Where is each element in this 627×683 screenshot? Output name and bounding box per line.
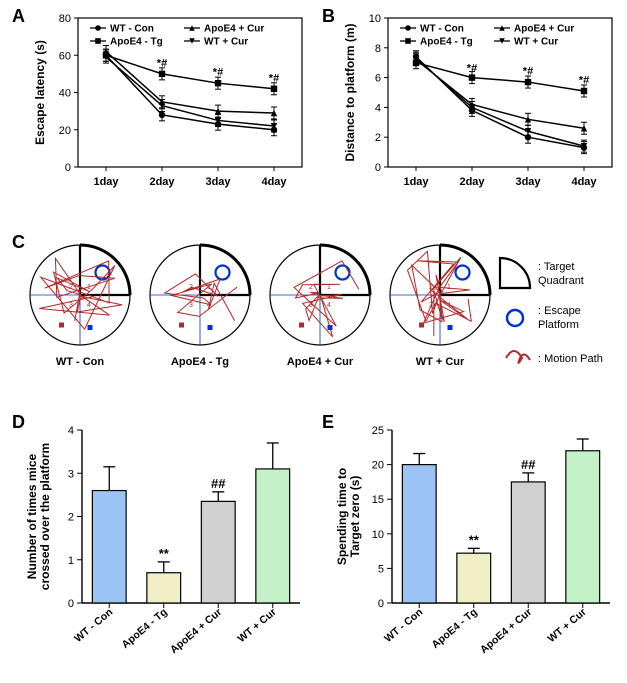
svg-text:0: 0 [375, 162, 381, 174]
panel-d-chart: 0 1 2 3 4 Number of times micecrossed over th… [20, 420, 310, 675]
svg-text:WT - Con: WT - Con [72, 606, 115, 645]
svg-text:WT + Cur: WT + Cur [514, 37, 558, 48]
svg-text:WT - Con: WT - Con [56, 356, 105, 368]
svg-text:*#: *# [579, 75, 589, 87]
panel-a-label: A [12, 6, 25, 27]
svg-text:Distance to platform (m): Distance to platform (m) [343, 23, 357, 161]
svg-text:WT + Cur: WT + Cur [416, 356, 465, 368]
svg-text:4: 4 [68, 425, 74, 437]
svg-text:Quadrant: Quadrant [538, 275, 584, 287]
panel-e-chart: 0 5 10 15 20 25 Spending time toTarget zero (s… [330, 420, 620, 675]
svg-text:Number of times mice: Number of times mice [25, 453, 39, 579]
svg-text:ApoE4 - Tg: ApoE4 - Tg [110, 37, 163, 48]
svg-text:**: ** [469, 532, 480, 547]
svg-text:WT - Con: WT - Con [110, 24, 154, 35]
svg-text:3day: 3day [515, 176, 541, 188]
svg-text:60: 60 [59, 50, 71, 62]
svg-text:ApoE4 - Tg: ApoE4 - Tg [420, 37, 473, 48]
svg-text:0: 0 [65, 162, 71, 174]
svg-text:1: 1 [68, 555, 74, 567]
svg-text:Escape latency (s): Escape latency (s) [33, 40, 47, 145]
svg-text:20: 20 [59, 125, 71, 137]
svg-text:25: 25 [372, 425, 384, 437]
svg-text:Platform: Platform [538, 319, 579, 331]
svg-text:2: 2 [375, 132, 381, 144]
svg-text:4day: 4day [571, 176, 597, 188]
svg-text:10: 10 [369, 13, 381, 25]
svg-text:ApoE4 + Cur: ApoE4 + Cur [204, 24, 264, 35]
svg-text:0: 0 [378, 598, 384, 610]
svg-text:3day: 3day [205, 176, 231, 188]
svg-text:2: 2 [68, 512, 74, 524]
svg-text:10: 10 [372, 529, 384, 541]
svg-text:**: ** [159, 546, 170, 561]
svg-text:1day: 1day [403, 176, 429, 188]
svg-text:15: 15 [372, 494, 384, 506]
svg-text:##: ## [521, 457, 536, 472]
svg-text:WT + Cur: WT + Cur [545, 606, 588, 645]
svg-text:4: 4 [87, 302, 91, 309]
svg-text:WT - Con: WT - Con [382, 606, 425, 645]
svg-text:5: 5 [378, 563, 384, 575]
svg-text:4: 4 [375, 102, 381, 114]
svg-text:WT + Cur: WT + Cur [204, 37, 248, 48]
svg-text:4: 4 [327, 302, 331, 309]
svg-text:8: 8 [375, 43, 381, 55]
svg-text:*#: *# [213, 67, 223, 79]
svg-text:3: 3 [68, 468, 74, 480]
svg-text:Spending time to: Spending time to [335, 468, 349, 565]
panel-c-area: 1234WT - Con1234ApoE4 - Tg1234ApoE4 + Cu… [20, 240, 610, 390]
svg-text:*#: *# [269, 72, 279, 84]
svg-text:Target zero (s): Target zero (s) [348, 476, 362, 558]
svg-text:ApoE4 - Tg: ApoE4 - Tg [430, 606, 480, 651]
svg-text:ApoE4 + Cur: ApoE4 + Cur [168, 606, 224, 656]
svg-text:ApoE4 - Tg: ApoE4 - Tg [120, 606, 170, 651]
svg-text:4day: 4day [261, 176, 287, 188]
svg-text:ApoE4 + Cur: ApoE4 + Cur [478, 606, 534, 656]
svg-text:1day: 1day [93, 176, 119, 188]
svg-text:: Target: : Target [538, 261, 575, 273]
svg-text:1: 1 [327, 284, 331, 291]
svg-text:6: 6 [375, 73, 381, 85]
svg-text:: Motion Path: : Motion Path [538, 353, 603, 365]
svg-text:*#: *# [467, 63, 477, 75]
svg-text:*#: *# [157, 57, 167, 69]
svg-text:2day: 2day [459, 176, 485, 188]
svg-text:0: 0 [68, 598, 74, 610]
svg-text:##: ## [211, 476, 226, 491]
svg-text:40: 40 [59, 88, 71, 100]
panel-a-chart: 0 20 40 60 80 1day 2day 3day 4day Escape latency … [30, 10, 310, 195]
svg-text:crossed over the platform: crossed over the platform [38, 443, 52, 590]
svg-text:ApoE4 + Cur: ApoE4 + Cur [287, 356, 354, 368]
svg-text:WT - Con: WT - Con [420, 24, 464, 35]
svg-text:20: 20 [372, 460, 384, 472]
svg-text:*#: *# [523, 66, 533, 78]
svg-text:2day: 2day [149, 176, 175, 188]
panel-b-label: B [322, 6, 335, 27]
svg-text:ApoE4 - Tg: ApoE4 - Tg [171, 356, 229, 368]
svg-text:WT + Cur: WT + Cur [235, 606, 278, 645]
svg-text:3: 3 [189, 302, 193, 309]
panel-b-chart: 0 2 4 6 8 10 1day 2day 3day 4day Distance to platf… [340, 10, 620, 195]
svg-text:80: 80 [59, 13, 71, 25]
svg-text:: Escape: : Escape [538, 305, 581, 317]
svg-text:ApoE4 + Cur: ApoE4 + Cur [514, 24, 574, 35]
svg-text:1: 1 [447, 284, 451, 291]
